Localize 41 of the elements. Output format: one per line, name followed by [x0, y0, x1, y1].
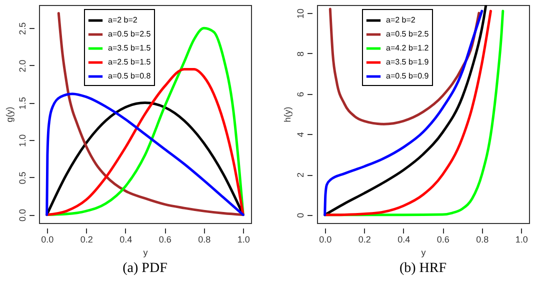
y-tick-label: 0.0: [18, 209, 28, 222]
legend-label: a=0.5 b=0.8: [108, 72, 152, 80]
text: (a) PDF: [122, 261, 168, 276]
legend-label: a=3.5 b=1.9: [386, 58, 430, 66]
x-tick-label: 0.8: [476, 234, 489, 244]
y-tick-label: 2.0: [18, 60, 28, 72]
legend-label: a=3.5 b=1.5: [108, 44, 152, 52]
x-tick-label: 0.8: [198, 234, 211, 244]
y-tick-label: 8: [296, 51, 306, 56]
x-tick-label: 0.0: [41, 234, 54, 244]
y-tick-label: 2.5: [18, 22, 28, 35]
x-tick-label: 0.4: [120, 234, 132, 244]
legend-label: a=2.5 b=1.5: [108, 58, 152, 66]
x-tick-label: 0.2: [358, 234, 371, 244]
x-tick-label: 0.6: [158, 234, 172, 244]
y-tick-label: 6: [296, 92, 306, 97]
line-series: [46, 68, 244, 216]
legend-label: a=0.5 b=2.5: [108, 30, 152, 38]
y-axis-title: g(y): [4, 106, 14, 122]
legend-label: a=2 b=2: [386, 16, 416, 24]
x-axis-title: y: [143, 248, 148, 258]
x-axis-title: y: [421, 248, 426, 258]
text: (b) HRF: [399, 261, 447, 276]
x-tick-label: 0.0: [319, 234, 332, 244]
y-axis-title: h(y): [282, 106, 292, 122]
x-tick-label: 0.6: [436, 234, 450, 244]
y-tick-label: 0.5: [18, 172, 28, 184]
legend-label: a=0.5 b=0.9: [386, 72, 430, 80]
y-tick-label: 1.0: [18, 134, 28, 147]
legend-label: a=4.2 b=1.2: [386, 44, 430, 52]
y-tick-label: 4: [296, 132, 306, 138]
x-tick-label: 0.2: [80, 234, 93, 244]
x-tick-label: 1.0: [515, 234, 528, 244]
y-tick-label: 2: [296, 172, 306, 178]
x-tick-label: 0.4: [398, 234, 410, 244]
legend-label: a=2 b=2: [108, 16, 138, 24]
y-tick-label: 0: [296, 212, 306, 218]
legend-label: a=0.5 b=2.5: [386, 30, 430, 38]
y-tick-label: 1.5: [18, 97, 28, 110]
y-tick-label: 10: [296, 8, 306, 19]
x-tick-label: 1.0: [237, 234, 250, 244]
